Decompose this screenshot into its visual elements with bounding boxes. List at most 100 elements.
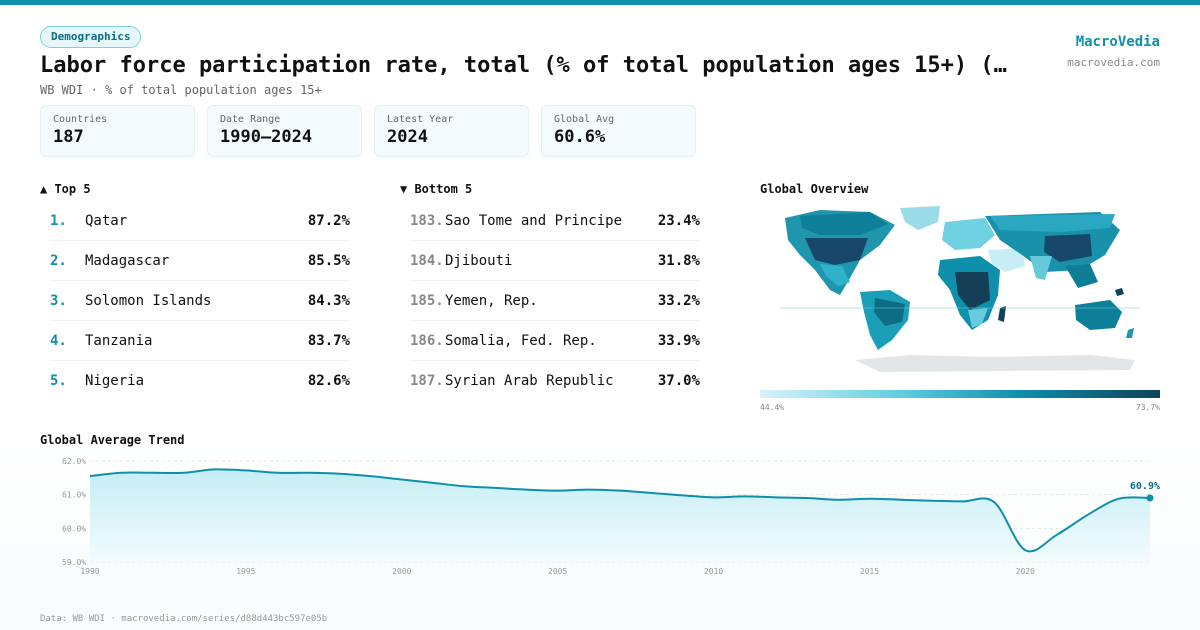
country-value: 23.4% — [657, 212, 700, 229]
stat-value: 2024 — [387, 127, 428, 147]
rank-number: 186. — [410, 332, 444, 349]
map-title: Global Overview — [760, 182, 869, 196]
country-value: 31.8% — [657, 252, 700, 269]
top5-title: ▲ Top 5 — [40, 182, 91, 196]
country-value: 33.9% — [657, 332, 700, 349]
list-item[interactable]: 186. Somalia, Fed. Rep. 33.9% — [410, 321, 700, 361]
country-name: Solomon Islands — [85, 292, 212, 309]
stat-card-latest-year: Latest Year 2024 — [374, 105, 529, 157]
map-region-usa — [805, 238, 868, 265]
rank-number: 3. — [50, 292, 67, 309]
map-region-new-zealand — [1126, 328, 1134, 338]
map-region-canada — [800, 212, 888, 235]
y-tick-label: 62.0% — [62, 457, 86, 466]
brand: MacroVedia macrovedia.com — [1067, 34, 1160, 69]
map-region-antarctica — [855, 355, 1135, 372]
trend-end-point — [1146, 494, 1154, 502]
category-badge[interactable]: Demographics — [40, 26, 142, 48]
stat-value: 60.6% — [554, 127, 606, 147]
legend-max-label: 73.7% — [1135, 403, 1160, 412]
map-region-india — [1030, 256, 1052, 280]
top5-list: 1. Qatar 87.2% 2. Madagascar 85.5% 3. So… — [50, 201, 350, 401]
map-region-madagascar — [998, 306, 1006, 322]
rank-number: 1. — [50, 212, 67, 229]
list-item[interactable]: 4. Tanzania 83.7% — [50, 321, 350, 361]
y-tick-label: 60.0% — [62, 524, 86, 533]
country-name: Sao Tome and Principe — [445, 212, 623, 229]
map-region-russia — [990, 214, 1115, 232]
stat-label: Date Range — [220, 114, 281, 125]
y-tick-label: 61.0% — [62, 491, 86, 500]
country-name: Qatar — [85, 212, 128, 229]
x-tick-label: 2000 — [392, 567, 411, 576]
trend-end-label: 60.9% — [1130, 481, 1160, 492]
stat-label: Countries — [53, 114, 108, 125]
x-tick-label: 2020 — [1016, 567, 1035, 576]
list-item[interactable]: 187. Syrian Arab Republic 37.0% — [410, 361, 700, 401]
country-name: Tanzania — [85, 332, 153, 349]
world-map[interactable] — [760, 200, 1160, 380]
country-value: 83.7% — [307, 332, 350, 349]
stat-card-date-range: Date Range 1990–2024 — [207, 105, 362, 157]
country-value: 84.3% — [307, 292, 350, 309]
legend-min-label: 44.4% — [760, 403, 785, 412]
map-region-middle-east — [988, 248, 1025, 272]
page-title: Labor force participation rate, total (%… — [40, 53, 1007, 78]
y-tick-label: 59.0% — [62, 558, 86, 567]
map-legend-scale — [760, 390, 1160, 398]
map-region-central-africa — [955, 272, 990, 310]
rank-number: 184. — [410, 252, 444, 269]
footer-source: Data: WB WDI · macrovedia.com/series/d88… — [40, 614, 328, 624]
bottom5-list: 183. Sao Tome and Principe 23.4% 184. Dj… — [410, 201, 700, 401]
list-item[interactable]: 1. Qatar 87.2% — [50, 201, 350, 241]
map-region-greenland — [900, 206, 940, 230]
trend-area — [90, 469, 1150, 562]
bottom5-title: ▼ Bottom 5 — [400, 182, 473, 196]
stat-label: Latest Year — [387, 114, 454, 125]
list-item[interactable]: 2. Madagascar 85.5% — [50, 241, 350, 281]
rank-number: 4. — [50, 332, 67, 349]
country-value: 82.6% — [307, 373, 350, 389]
brand-url[interactable]: macrovedia.com — [1067, 56, 1160, 69]
rank-number: 2. — [50, 252, 67, 269]
rank-number: 187. — [410, 373, 444, 389]
rank-number: 183. — [410, 212, 444, 229]
x-tick-label: 1990 — [80, 567, 99, 576]
page-subtitle: WB WDI · % of total population ages 15+ — [40, 83, 322, 97]
top-accent-bar — [0, 0, 1200, 5]
stat-value: 1990–2024 — [220, 127, 313, 147]
x-tick-label: 2015 — [860, 567, 879, 576]
trend-line — [89, 468, 1151, 553]
map-region-southeast-asia — [1065, 264, 1098, 288]
list-item[interactable]: 183. Sao Tome and Principe 23.4% — [410, 201, 700, 241]
x-tick-label: 2005 — [548, 567, 567, 576]
country-name: Djibouti — [445, 252, 513, 269]
country-name: Syrian Arab Republic — [445, 373, 614, 389]
list-item[interactable]: 184. Djibouti 31.8% — [410, 241, 700, 281]
map-region-china — [1044, 234, 1092, 262]
stat-card-countries: Countries 187 — [40, 105, 195, 157]
list-item[interactable]: 3. Solomon Islands 84.3% — [50, 281, 350, 321]
country-name: Yemen, Rep. — [445, 292, 538, 309]
country-value: 33.2% — [657, 292, 700, 309]
map-region-mexico — [820, 264, 850, 286]
stat-card-global-avg: Global Avg 60.6% — [541, 105, 696, 157]
rank-number: 185. — [410, 292, 444, 309]
country-name: Nigeria — [85, 373, 145, 389]
trend-chart[interactable]: 62.0% 61.0% 60.0% 59.0%1990 1995 2000 2005 2010… — [0, 450, 1200, 580]
country-name: Somalia, Fed. Rep. — [445, 332, 597, 349]
country-value: 85.5% — [307, 252, 350, 269]
stat-value: 187 — [53, 127, 84, 147]
list-item[interactable]: 185. Yemen, Rep. 33.2% — [410, 281, 700, 321]
x-tick-label: 2010 — [704, 567, 723, 576]
stat-label: Global Avg — [554, 114, 615, 125]
country-name: Madagascar — [85, 252, 170, 269]
trend-title: Global Average Trend — [40, 433, 185, 447]
rank-number: 5. — [50, 373, 67, 389]
country-value: 87.2% — [307, 212, 350, 229]
country-value: 37.0% — [657, 373, 700, 389]
list-item[interactable]: 5. Nigeria 82.6% — [50, 361, 350, 401]
map-region-brazil — [874, 298, 905, 326]
x-tick-label: 1995 — [236, 567, 255, 576]
brand-name[interactable]: MacroVedia — [1075, 34, 1160, 50]
